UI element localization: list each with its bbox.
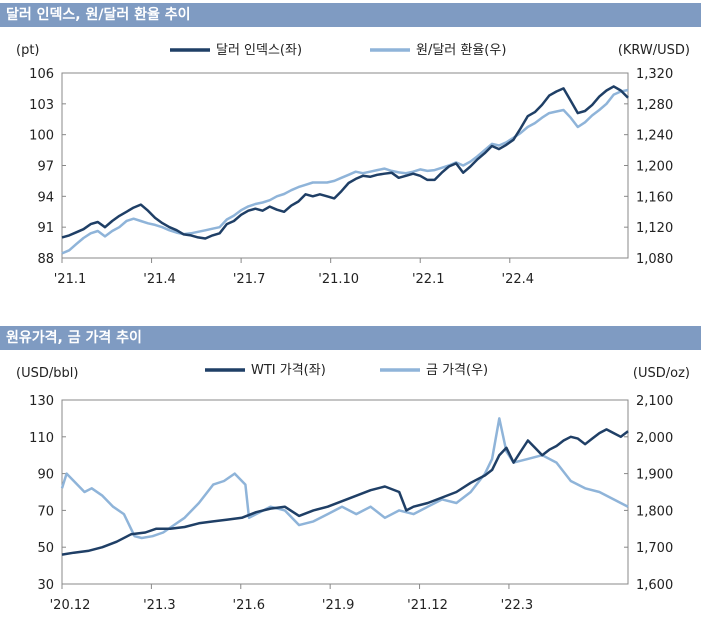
chart2-right-tick-label: 1,800	[636, 504, 673, 519]
chart1-title: 달러 인덱스, 원/달러 환율 추이	[0, 3, 701, 27]
chart1-right-tick-label: 1,320	[636, 67, 673, 82]
chart2-plot-frame	[61, 399, 629, 585]
chart2-left-tick-label: 70	[37, 504, 54, 519]
chart2-left-unit: (USD/bbl)	[16, 366, 78, 381]
chart1-right-tick-label: 1,200	[636, 160, 673, 175]
chart1: 106 103 100 97 94 91 88 1,320 1,280 1,240 1,200 1,1…	[16, 43, 690, 287]
chart2-x-tick-label: '21.9	[322, 598, 355, 613]
chart2-series-line	[60, 417, 629, 540]
chart1-x-tick-label: '21.10	[318, 272, 359, 287]
chart2-left-tick-label: 110	[29, 431, 54, 446]
chart1-legend-label: 원/달러 환율(우)	[416, 43, 506, 58]
chart1-series-line	[61, 85, 629, 240]
chart2-title: 원유가격, 금 가격 추이	[0, 326, 701, 350]
chart2-x-tick-label: '21.12	[407, 598, 448, 613]
chart1-left-tick-label: 94	[37, 190, 54, 205]
chart1-left-tick-label: 97	[37, 160, 54, 175]
chart1-right-tick-label: 1,080	[636, 252, 673, 267]
chart2-left-tick-label: 130	[29, 394, 54, 409]
chart1-left-tick-label: 103	[29, 98, 54, 113]
chart1-right-unit: (KRW/USD)	[618, 43, 690, 58]
chart1-x-tick-label: '22.4	[502, 272, 535, 287]
chart1-right-tick-label: 1,160	[636, 190, 673, 205]
chart1-right-tick-label: 1,280	[636, 98, 673, 113]
chart2-right-unit: (USD/oz)	[633, 366, 690, 381]
chart2-x-tick-label: '20.12	[50, 598, 91, 613]
chart1-right-tick-label: 1,120	[636, 221, 673, 236]
chart1-legend-label: 달러 인덱스(좌)	[216, 43, 302, 58]
chart1-plot-frame	[61, 72, 629, 259]
chart2-right-tick-label: 1,700	[636, 541, 673, 556]
chart2-x-tick-label: '21.6	[233, 598, 266, 613]
chart1-left-tick-label: 106	[29, 67, 54, 82]
chart1-left-tick-label: 100	[29, 129, 54, 144]
chart1-left-tick-label: 88	[37, 252, 54, 267]
chart1-left-unit: (pt)	[16, 43, 40, 58]
chart2-legend-label: WTI 가격(좌)	[251, 363, 326, 378]
chart2-right-tick-label: 1,900	[636, 468, 673, 483]
chart2-series-line	[61, 428, 629, 556]
chart1-left-tick-label: 91	[37, 221, 54, 236]
chart1-right-tick-label: 1,240	[636, 129, 673, 144]
chart2-left-tick-label: 50	[37, 541, 54, 556]
chart2-right-tick-label: 2,100	[636, 394, 673, 409]
chart2-right-tick-label: 2,000	[636, 431, 673, 446]
chart2-x-tick-label: '22.3	[501, 598, 534, 613]
chart1-x-tick-label: '21.4	[143, 272, 176, 287]
chart2-legend-label: 금 가격(우)	[426, 363, 488, 378]
chart2-x-tick-label: '21.3	[143, 598, 176, 613]
chart2-left-tick-label: 30	[37, 578, 54, 593]
chart2-left-tick-label: 90	[37, 468, 54, 483]
chart2: 130 110 90 70 50 30 2,100 2,000 1,900 1,800 1,700 1…	[16, 363, 690, 613]
chart1-x-tick-label: '21.1	[54, 272, 87, 287]
chart1-x-tick-label: '21.7	[233, 272, 266, 287]
chart2-right-tick-label: 1,600	[636, 578, 673, 593]
chart1-series-line	[61, 88, 629, 255]
chart1-x-tick-label: '22.1	[412, 272, 445, 287]
